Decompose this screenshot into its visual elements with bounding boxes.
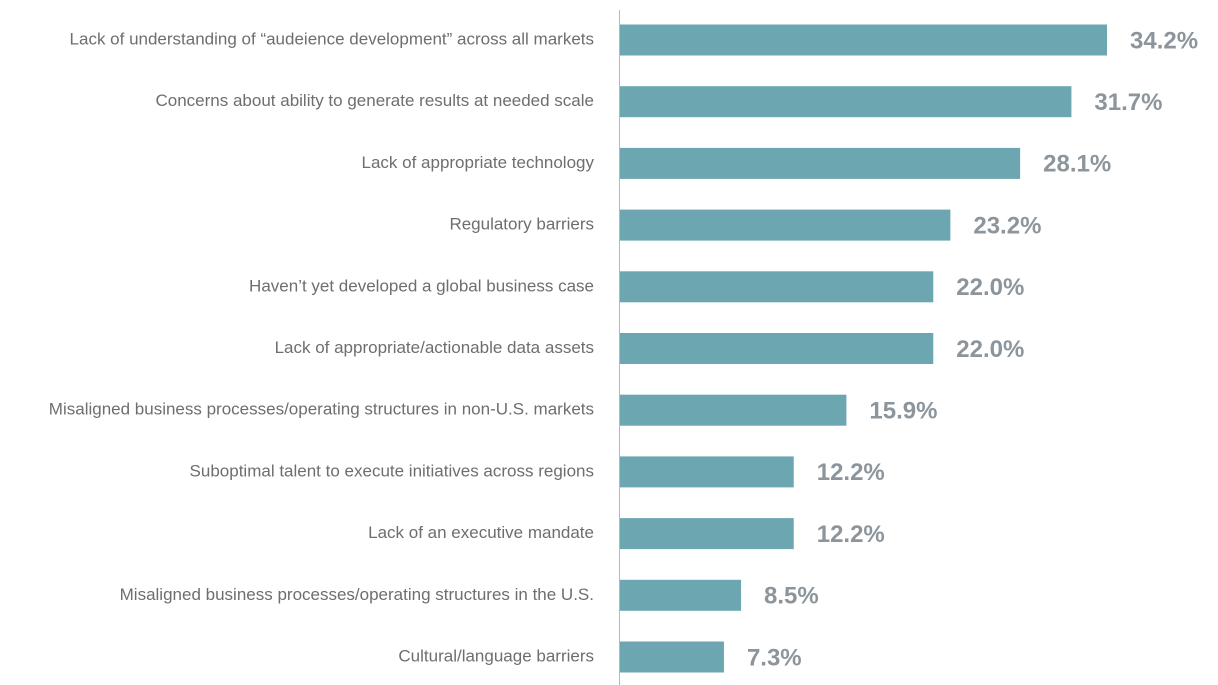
category-label: Suboptimal talent to execute initiatives… [190, 461, 594, 480]
bar [620, 86, 1072, 118]
bar [620, 333, 934, 364]
value-label: 12.2% [817, 521, 885, 548]
bar [620, 147, 1021, 179]
bar [620, 24, 1108, 56]
category-label: Misaligned business processes/operating … [120, 585, 594, 604]
value-label: 7.3% [747, 644, 802, 671]
category-label: Lack of an executive mandate [368, 523, 594, 542]
bar [620, 579, 742, 611]
value-label: 31.7% [1094, 89, 1162, 116]
bar [620, 518, 794, 550]
value-label: 34.2% [1130, 27, 1198, 54]
value-label: 12.2% [817, 459, 885, 486]
category-label: Concerns about ability to generate resul… [156, 91, 595, 110]
category-label: Regulatory barriers [449, 215, 594, 234]
bar [620, 641, 724, 673]
category-label: Misaligned business processes/operating … [49, 400, 594, 419]
value-label: 8.5% [764, 583, 819, 610]
category-label: Haven’t yet developed a global business … [249, 276, 594, 295]
bar [620, 394, 847, 426]
value-label: 22.0% [956, 336, 1024, 363]
category-label: Lack of appropriate/actionable data asse… [275, 338, 594, 357]
category-label: Cultural/language barriers [398, 646, 594, 665]
bar [620, 456, 794, 488]
value-label: 28.1% [1043, 151, 1111, 178]
value-label: 23.2% [973, 212, 1041, 239]
category-label: Lack of appropriate technology [362, 153, 595, 172]
value-label: 15.9% [869, 398, 937, 425]
category-label: Lack of understanding of “audeience deve… [70, 29, 594, 48]
bar [620, 209, 951, 241]
value-label: 22.0% [956, 274, 1024, 301]
bar [620, 271, 934, 303]
